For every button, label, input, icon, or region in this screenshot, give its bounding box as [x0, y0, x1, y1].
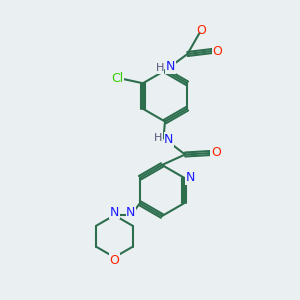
Text: N: N — [164, 133, 174, 146]
Text: H: H — [154, 133, 162, 143]
Text: O: O — [213, 44, 222, 58]
Text: O: O — [110, 254, 119, 267]
Text: O: O — [211, 146, 221, 160]
Text: O: O — [196, 24, 206, 37]
Text: N: N — [186, 171, 195, 184]
Text: Cl: Cl — [111, 72, 124, 85]
Text: H: H — [155, 63, 164, 74]
Text: N: N — [166, 60, 175, 74]
Text: N: N — [110, 206, 119, 219]
Text: N: N — [126, 206, 136, 219]
